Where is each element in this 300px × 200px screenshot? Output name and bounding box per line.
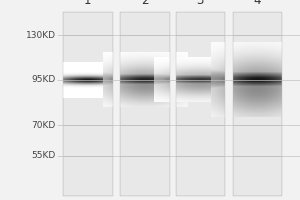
Text: 130KD: 130KD [26,30,56,40]
Text: 4: 4 [254,0,261,7]
Text: 95KD: 95KD [31,75,56,84]
Bar [232,12,282,196]
Bar [225,0,232,200]
Bar [169,0,175,200]
Bar [63,12,112,196]
Text: 2: 2 [141,0,148,7]
Text: 1: 1 [84,0,92,7]
Text: 55KD: 55KD [31,152,56,160]
Bar [120,12,169,196]
Bar [120,12,169,196]
Bar [232,12,282,196]
Bar [176,12,225,196]
Bar [63,12,112,196]
Bar [0,196,300,200]
Bar [0,0,63,200]
Text: 3: 3 [196,0,204,7]
Bar [112,0,120,200]
Text: 1: 1 [84,0,92,7]
Text: 4: 4 [254,0,261,7]
Text: 55KD: 55KD [31,152,56,160]
Text: 95KD: 95KD [31,75,56,84]
Text: 2: 2 [141,0,148,7]
Text: 130KD: 130KD [26,30,56,40]
Text: 3: 3 [196,0,204,7]
Bar [176,12,225,196]
Text: 70KD: 70KD [31,120,56,130]
Text: 70KD: 70KD [31,120,56,130]
